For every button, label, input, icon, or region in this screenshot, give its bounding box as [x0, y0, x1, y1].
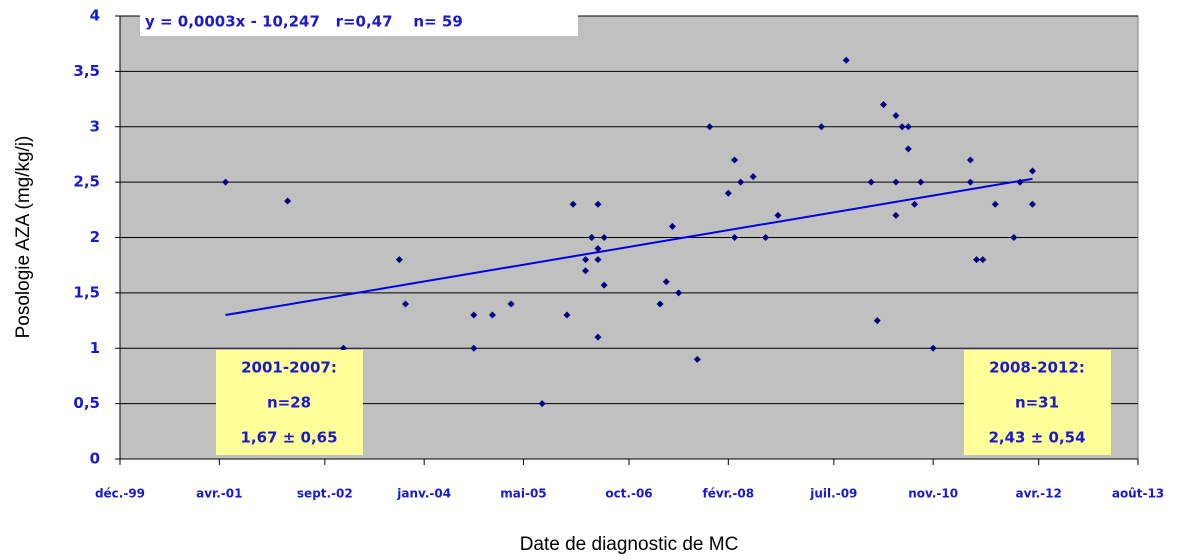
point	[904, 145, 912, 153]
point	[1010, 234, 1018, 241]
point	[1016, 178, 1024, 186]
point	[582, 256, 590, 264]
point	[594, 256, 602, 264]
point	[731, 234, 739, 241]
x-tick-label: juil.-09	[809, 487, 857, 501]
point	[892, 178, 900, 186]
point	[538, 400, 546, 408]
point	[284, 197, 292, 205]
y-tick-label: 3	[90, 117, 100, 135]
point	[880, 101, 887, 109]
point	[594, 333, 602, 341]
point	[904, 123, 912, 131]
point	[991, 200, 999, 208]
y-tick-label: 1	[90, 339, 100, 357]
stats-text: n=31	[1015, 394, 1059, 412]
point	[569, 200, 577, 208]
equation-box	[140, 6, 578, 36]
x-tick-label: nov.-10	[908, 487, 958, 501]
x-axis-label: Date de diagnostic de MC	[520, 534, 739, 555]
x-tick-label: avr.-01	[196, 487, 242, 501]
point	[594, 245, 602, 253]
point	[774, 211, 782, 219]
y-tick-label: 2,5	[73, 173, 100, 191]
point	[973, 256, 981, 264]
point	[563, 311, 571, 319]
x-tick-label: août-13	[1112, 487, 1164, 501]
point	[749, 173, 757, 181]
point	[600, 281, 608, 289]
point	[1028, 167, 1036, 175]
y-tick-label: 3,5	[73, 62, 100, 80]
stats-text: 2008-2012:	[989, 359, 1085, 377]
stats-box	[964, 350, 1111, 455]
stats-text: 2,43 ± 0,54	[988, 429, 1085, 447]
point	[668, 222, 676, 230]
trend-line	[225, 177, 1033, 317]
x-tick-label: févr.-08	[702, 487, 754, 501]
point	[395, 256, 403, 264]
point	[929, 344, 937, 352]
x-tick-label: oct.-06	[605, 487, 652, 501]
point	[979, 256, 987, 264]
point	[662, 278, 670, 286]
point	[402, 300, 410, 308]
point	[693, 355, 701, 363]
x-tick-label: sept.-02	[297, 487, 353, 501]
point	[470, 311, 478, 319]
point	[706, 123, 714, 131]
point	[966, 178, 974, 186]
point	[600, 234, 608, 241]
x-tick-label: janv.-04	[396, 487, 451, 501]
stats-text: 1,67 ± 0,65	[240, 429, 337, 447]
point	[675, 289, 683, 297]
point	[892, 211, 900, 219]
point	[867, 178, 875, 186]
point	[762, 234, 770, 241]
x-tick-label: mai-05	[500, 487, 546, 501]
stats-text: n=28	[267, 394, 311, 412]
y-axis-label: Posologie AZA (mg/kg/j)	[13, 136, 34, 339]
point	[1028, 200, 1036, 208]
x-tick-label: déc.-99	[95, 487, 145, 501]
point	[737, 178, 745, 186]
point	[917, 178, 925, 186]
point	[470, 344, 478, 352]
point	[892, 112, 900, 120]
point	[817, 123, 825, 131]
point	[731, 156, 739, 164]
y-tick-label: 0	[90, 450, 100, 468]
point	[911, 200, 919, 208]
point	[582, 267, 590, 275]
point	[873, 317, 881, 325]
point	[656, 300, 664, 308]
point	[507, 300, 515, 308]
x-tick-label: avr.-12	[1015, 487, 1061, 501]
point	[588, 234, 596, 241]
equation: y = 0,0003x - 10,247 r=0,47 n= 59	[145, 13, 463, 31]
stats-text: 2001-2007:	[241, 359, 337, 377]
point	[724, 189, 732, 197]
y-tick-label: 1,5	[73, 283, 100, 301]
y-tick-label: 2	[90, 228, 100, 246]
point	[222, 178, 230, 186]
point	[966, 156, 974, 164]
y-tick-label: 0,5	[73, 394, 100, 412]
y-tick-label: 4	[90, 7, 100, 25]
point	[898, 123, 906, 131]
point	[842, 56, 850, 64]
point	[488, 311, 496, 319]
stats-box	[216, 350, 363, 455]
point	[594, 200, 602, 208]
